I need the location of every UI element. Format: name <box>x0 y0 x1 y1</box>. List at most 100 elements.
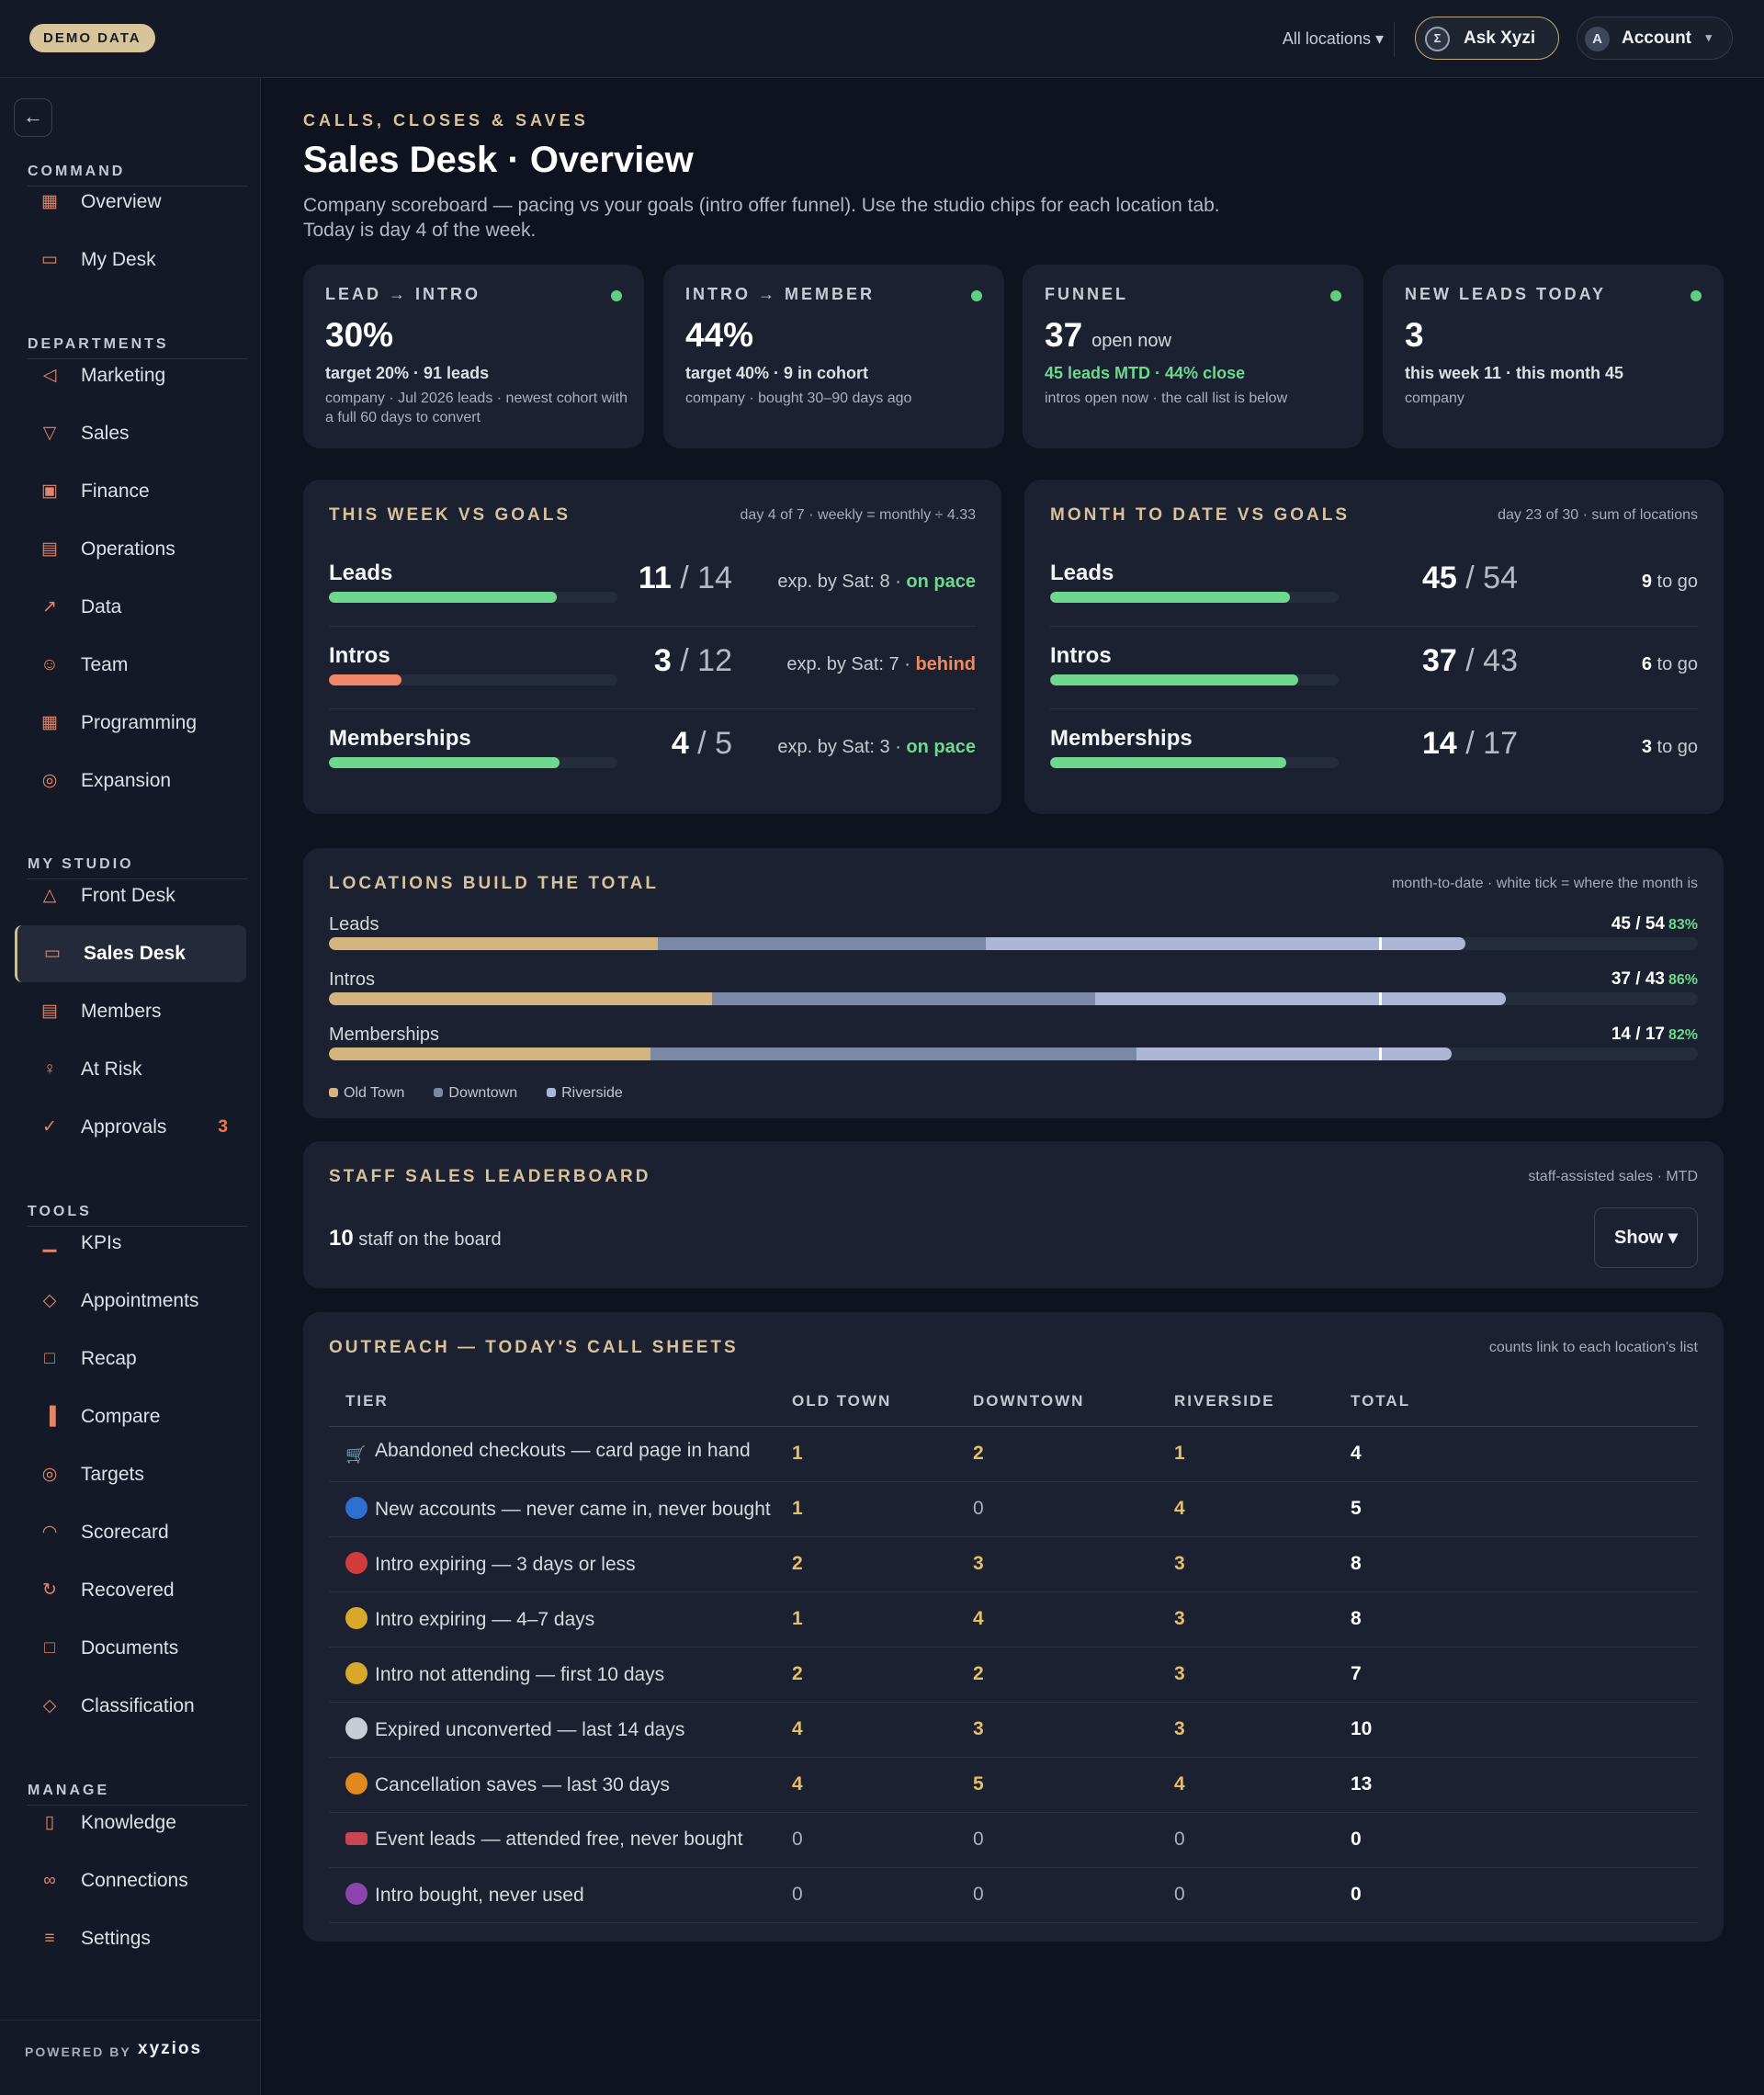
sidebar-item-team[interactable]: ☺ Team <box>15 637 246 694</box>
grid-icon: ▦ <box>41 192 58 211</box>
count-link[interactable]: 3 <box>1174 1536 1351 1592</box>
collapse-sidebar-button[interactable]: ← <box>14 98 52 137</box>
card-note: staff-assisted sales · MTD <box>1528 1169 1698 1184</box>
sidebar-item-scorecard[interactable]: ◠ Scorecard <box>15 1504 246 1561</box>
status-dot-icon <box>1690 290 1702 301</box>
account-menu-button[interactable]: A Account ▾ <box>1577 17 1733 60</box>
sidebar-item-compare[interactable]: ▐ Compare <box>15 1388 246 1445</box>
sidebar-item-at-risk[interactable]: ♀ At Risk <box>15 1041 246 1098</box>
to-go-label: to go <box>1651 654 1699 674</box>
kpi-label: FUNNEL <box>1045 285 1128 303</box>
sidebar-item-expansion[interactable]: ◎ Expansion <box>15 753 246 810</box>
location-total-row: Intros 37 / 43 86% <box>329 969 1698 1015</box>
count-link[interactable]: 4 <box>973 1591 1174 1648</box>
link-icon: ∞ <box>43 1871 56 1890</box>
sidebar-item-members[interactable]: ▤ Members <box>15 983 246 1040</box>
count-link[interactable]: 3 <box>973 1702 1174 1758</box>
blue-circle-icon <box>345 1497 368 1519</box>
count-link[interactable]: 1 <box>1174 1426 1351 1482</box>
sidebar-item-classification[interactable]: ◇ Classification <box>15 1678 246 1735</box>
progress-bar <box>1050 592 1339 603</box>
count-link[interactable]: 2 <box>973 1647 1174 1703</box>
sidebar-item-documents[interactable]: □ Documents <box>15 1620 246 1677</box>
count-link[interactable]: 5 <box>973 1757 1174 1813</box>
sidebar-item-label: Sales <box>81 423 130 444</box>
sidebar-item-sales-desk[interactable]: ▭ Sales Desk <box>15 925 246 982</box>
count-link[interactable]: 4 <box>792 1702 973 1758</box>
total-percent: 82% <box>1668 1027 1698 1043</box>
white-circle-icon <box>345 1717 368 1739</box>
legend-label: Riverside <box>561 1085 623 1101</box>
count-link[interactable]: 3 <box>973 1536 1174 1592</box>
kpi-footnote: company · bought 30–90 days ago <box>685 391 912 406</box>
sidebar-item-knowledge[interactable]: ▯ Knowledge <box>15 1795 246 1852</box>
page-kicker: CALLS, CLOSES & SAVES <box>303 111 589 130</box>
legend-item: Riverside <box>547 1085 638 1101</box>
count-link[interactable]: 1 <box>792 1591 973 1648</box>
count-link[interactable]: 2 <box>792 1647 973 1703</box>
bell-icon: △ <box>42 886 57 905</box>
locations-card: LOCATIONS BUILD THE TOTAL month-to-date … <box>303 848 1724 1118</box>
sidebar-item-sales[interactable]: ▽ Sales <box>15 405 246 462</box>
count-link[interactable]: 2 <box>973 1426 1174 1482</box>
sidebar-item-approvals[interactable]: ✓ Approvals 3 <box>15 1099 246 1156</box>
sidebar-item-kpis[interactable]: ▁ KPIs <box>15 1215 246 1272</box>
page-title: Sales Desk · Overview <box>303 140 694 180</box>
cart-icon: 🛒 <box>345 1445 367 1464</box>
ticket-icon <box>345 1832 368 1845</box>
tier-cell: Intro expiring — 4–7 days <box>329 1591 792 1648</box>
ask-xyzi-button[interactable]: Σ Ask Xyzi <box>1415 17 1559 60</box>
sidebar-item-appointments[interactable]: ◇ Appointments <box>15 1273 246 1330</box>
sidebar-footer-divider <box>0 2020 260 2021</box>
count-link[interactable]: 4 <box>1174 1481 1351 1537</box>
tier-cell: Event leads — attended free, never bough… <box>329 1812 792 1868</box>
card-note: counts link to each location's list <box>1488 1340 1698 1355</box>
sidebar-item-my-desk[interactable]: ▭ My Desk <box>15 232 246 289</box>
kpi-detail: this week 11 · this month 45 <box>1405 364 1624 382</box>
progress-fill <box>1050 674 1299 685</box>
legend-item: Old Town <box>329 1085 419 1101</box>
location-selector[interactable]: All locations ▾ <box>1282 29 1384 48</box>
kpi-detail: 45 leads MTD · 44% close <box>1045 364 1246 382</box>
metric-slash: / <box>1456 643 1484 678</box>
sidebar-item-connections[interactable]: ∞ Connections <box>15 1852 246 1909</box>
tier-cell: Intro bought, never used <box>329 1867 792 1923</box>
count-link[interactable]: 3 <box>1174 1591 1351 1648</box>
section-divider <box>28 1805 248 1806</box>
count-link[interactable]: 1 <box>792 1426 973 1482</box>
total-cell: 0 <box>1351 1812 1698 1868</box>
sidebar-item-data[interactable]: ↗ Data <box>15 579 246 636</box>
sidebar-item-finance[interactable]: ▣ Finance <box>15 463 246 520</box>
sidebar: ← POWERED BY xyzios COMMAND ▦ Overview ▭ My … <box>0 78 261 2095</box>
metric-value: 11 / 14 <box>639 561 732 596</box>
sidebar-item-recovered[interactable]: ↻ Recovered <box>15 1562 246 1619</box>
sidebar-item-marketing[interactable]: ◁ Marketing <box>15 347 246 404</box>
purple-circle-icon <box>345 1883 368 1905</box>
show-leaderboard-button[interactable]: Show ▾ <box>1594 1207 1698 1268</box>
sidebar-item-label: Expansion <box>81 770 172 791</box>
sidebar-item-operations[interactable]: ▤ Operations <box>15 521 246 578</box>
count-link[interactable]: 4 <box>1174 1757 1351 1813</box>
yellow-circle-icon <box>345 1607 368 1629</box>
kpi-value: 30% <box>325 316 393 355</box>
pace-status: behind <box>915 654 976 674</box>
sidebar-item-targets[interactable]: ◎ Targets <box>15 1446 246 1503</box>
count-link[interactable]: 3 <box>1174 1647 1351 1703</box>
sidebar-item-overview[interactable]: ▦ Overview <box>15 174 246 231</box>
count-link[interactable]: 4 <box>792 1757 973 1813</box>
table-row: Intro bought, never used 0 0 0 0 <box>329 1867 1698 1923</box>
count-link: 0 <box>792 1812 973 1868</box>
count-link[interactable]: 1 <box>792 1481 973 1537</box>
sidebar-item-label: Sales Desk <box>84 943 186 964</box>
sidebar-item-recap[interactable]: □ Recap <box>15 1331 246 1387</box>
staff-count: 10 staff on the board <box>329 1226 502 1251</box>
metric-slash: / <box>1456 561 1484 595</box>
count-link[interactable]: 3 <box>1174 1702 1351 1758</box>
sidebar-item-front-desk[interactable]: △ Front Desk <box>15 867 246 924</box>
kpi-value-suffix: open now <box>1091 331 1171 351</box>
expected-text: exp. by Sat: 7 · <box>786 654 916 674</box>
sidebar-item-programming[interactable]: ▦ Programming <box>15 695 246 752</box>
metric-actual: 11 <box>638 561 672 595</box>
count-link[interactable]: 2 <box>792 1536 973 1592</box>
sidebar-item-settings[interactable]: ≡ Settings <box>15 1910 246 1967</box>
